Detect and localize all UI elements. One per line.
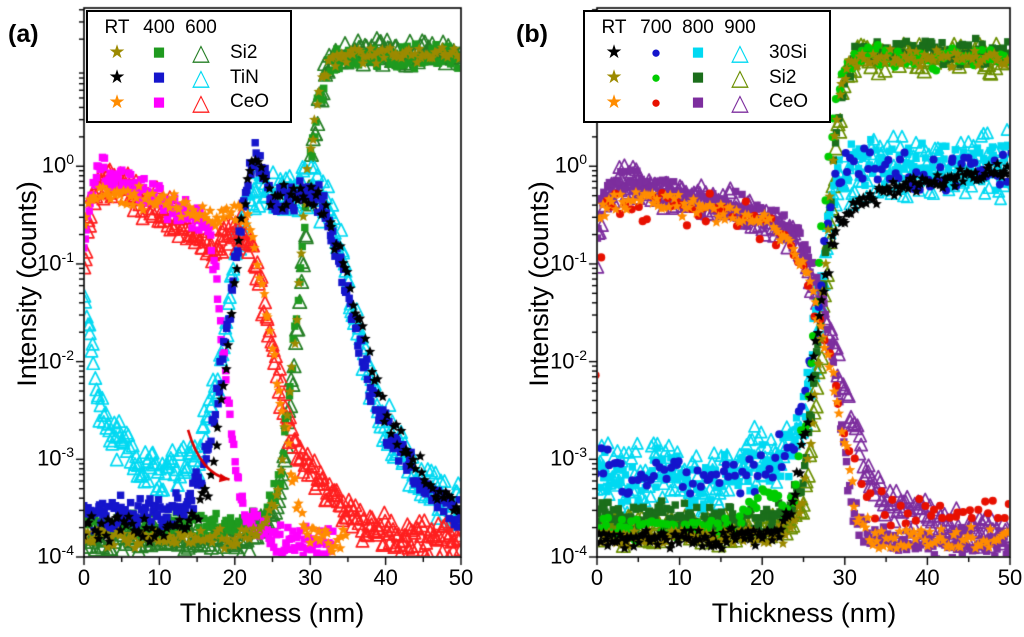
circle-marker-icon: ●: [650, 67, 662, 87]
star-marker-icon: ★: [605, 66, 623, 88]
circle-marker-icon: ●: [650, 43, 662, 63]
y-axis-title-a: Intensity (counts): [12, 181, 42, 387]
square-marker-icon: ■: [152, 90, 166, 114]
triangle-marker-icon: △: [192, 39, 210, 66]
legend-column-header: 900: [724, 17, 756, 38]
x-axis-title-b: Thickness (nm): [711, 598, 897, 628]
square-marker-icon: ■: [691, 41, 705, 65]
y-tick-label: 10-1: [37, 248, 74, 276]
triangle-marker-icon: △: [192, 88, 210, 115]
legend-column-header: 400: [143, 17, 175, 38]
star-marker-icon: ★: [108, 66, 126, 88]
legend-column-header: 800: [682, 17, 714, 38]
star-marker-icon: ★: [605, 42, 623, 64]
y-tick-label: 10-1: [550, 248, 587, 276]
star-marker-icon: ★: [108, 91, 126, 113]
legend-series-label: Si2: [769, 66, 797, 88]
y-tick-label: 10-2: [550, 346, 587, 373]
y-tick-label: 100: [554, 151, 587, 178]
x-tick-label: 30: [832, 565, 858, 590]
x-tick-label: 20: [222, 565, 248, 590]
x-tick-label: 20: [749, 565, 775, 590]
legend-series-label: 30Si: [769, 41, 808, 63]
square-marker-icon: ■: [691, 65, 705, 89]
legend-column-header: 700: [640, 17, 672, 38]
y-tick-label: 10-2: [37, 346, 74, 373]
legend-panel-a: RT 400 600 ★ ■ △ Si2 ★ ■ △ TiN ★ ■ △ CeO: [86, 10, 292, 123]
square-marker-icon: ■: [152, 41, 166, 65]
y-tick-label: 10-4: [550, 542, 587, 569]
legend-column-header: 600: [185, 17, 217, 38]
circle-marker-icon: ●: [650, 92, 662, 112]
panel-label-b: (b): [516, 20, 548, 48]
triangle-marker-icon: △: [731, 88, 749, 115]
x-tick-label: 30: [297, 565, 323, 590]
x-axis-title-a: Thickness (nm): [179, 598, 365, 628]
legend-series-label: CeO: [230, 91, 270, 113]
star-marker-icon: ★: [605, 91, 623, 113]
panel-label-a: (a): [8, 20, 39, 48]
y-tick-label: 10-3: [550, 444, 587, 471]
triangle-marker-icon: △: [731, 63, 749, 90]
legend-series-label: CeO: [769, 91, 809, 113]
x-tick-label: 50: [448, 565, 474, 590]
x-tick-label: 40: [373, 565, 398, 590]
y-tick-label: 10-4: [37, 542, 74, 569]
x-tick-label: 0: [77, 565, 91, 590]
y-axis-title-b: Intensity (counts): [524, 181, 554, 387]
y-tick-label: 10-3: [37, 444, 74, 471]
x-tick-label: 10: [147, 565, 172, 590]
x-tick-label: 40: [915, 565, 940, 590]
triangle-marker-icon: △: [731, 39, 749, 66]
x-tick-label: 50: [997, 565, 1023, 590]
star-marker-icon: ★: [108, 42, 126, 64]
legend-column-header: RT: [104, 17, 130, 38]
legend-panel-b: RT 700 800 900 ★ ● ■ △ 30Si ★ ● ■ △ Si2 ★ ● ■ △ CeO: [583, 10, 831, 123]
y-tick-label: 100: [41, 151, 74, 178]
legend-series-label: Si2: [230, 41, 258, 63]
square-marker-icon: ■: [691, 90, 705, 114]
x-tick-label: 10: [667, 565, 692, 590]
legend-column-header: RT: [601, 17, 627, 38]
legend-series-label: TiN: [230, 66, 259, 88]
square-marker-icon: ■: [152, 65, 166, 89]
x-tick-label: 0: [590, 565, 604, 590]
triangle-marker-icon: △: [192, 63, 210, 90]
